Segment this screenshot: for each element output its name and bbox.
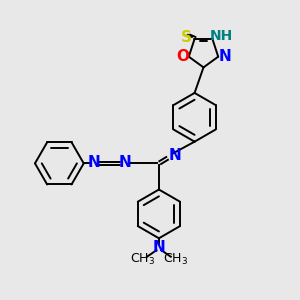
Text: S: S [181, 30, 192, 45]
Text: N: N [152, 240, 165, 255]
Text: N: N [87, 155, 100, 170]
Text: O: O [176, 49, 189, 64]
Text: CH$_3$: CH$_3$ [163, 252, 188, 267]
Text: N: N [169, 148, 181, 163]
Text: N: N [218, 49, 231, 64]
Text: NH: NH [209, 29, 232, 44]
Text: CH$_3$: CH$_3$ [130, 252, 155, 267]
Text: N: N [118, 155, 131, 170]
